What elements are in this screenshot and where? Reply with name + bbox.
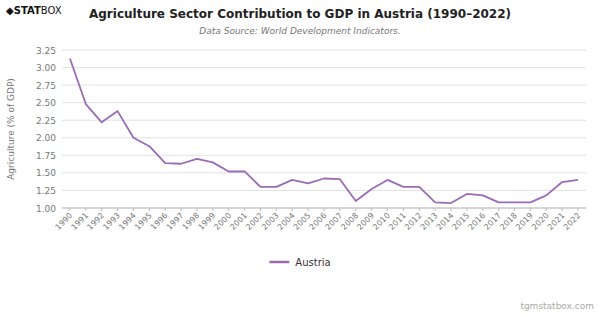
x-tick [466, 208, 467, 211]
x-tick [387, 208, 388, 211]
x-tick-label: 2004 [276, 211, 297, 232]
x-tick [498, 208, 499, 211]
grid-line [62, 85, 586, 86]
y-tick-label: 3.00 [36, 63, 56, 73]
title: Agriculture Sector Contribution to GDP i… [89, 7, 511, 21]
x-tick [244, 208, 245, 211]
x-tick [69, 208, 70, 211]
x-tick [212, 208, 213, 211]
chart: Agriculture Sector Contribution to GDP i… [0, 0, 600, 314]
grid-line [62, 120, 586, 121]
x-tick [292, 208, 293, 211]
plot-area [70, 58, 578, 203]
x-tick-label: 2020 [530, 211, 551, 232]
x-tick [196, 208, 197, 211]
x-tick-label: 2018 [498, 211, 519, 232]
x-tick [339, 208, 340, 211]
x-tick-label: 2022 [562, 211, 583, 232]
x-tick-label: 2021 [546, 211, 567, 232]
x-tick [308, 208, 309, 211]
legend-label: Austria [295, 257, 330, 268]
x-tick-label: 1991 [69, 211, 90, 232]
y-tick-label: 2.75 [36, 81, 56, 91]
x-tick-label: 2000 [212, 211, 233, 232]
y-tick-label: 3.25 [36, 46, 56, 56]
x-tick-label: 2007 [324, 211, 345, 232]
x-tick-label: 2005 [292, 211, 313, 232]
grid-line [62, 190, 586, 191]
x-tick-label: 2009 [355, 211, 376, 232]
x-tick-label: 2003 [260, 211, 281, 232]
y-tick-label: 1.75 [36, 151, 56, 161]
x-tick [355, 208, 356, 211]
x-tick-label: 2019 [514, 211, 535, 232]
x-tick-label: 1993 [101, 211, 122, 232]
y-tick-label: 2.00 [36, 133, 56, 143]
x-tick-label: 1990 [54, 211, 75, 232]
subtitle: Data Source: World Development Indicator… [199, 26, 400, 36]
x-tick-label: 1992 [85, 211, 106, 232]
logo-part: BOX [41, 5, 62, 16]
watermark: tgmstatbox.com [520, 301, 594, 311]
y-tick-label: 1.25 [36, 186, 56, 196]
logo-part: STAT [14, 5, 41, 16]
x-tick [260, 208, 261, 211]
x-tick [181, 208, 182, 211]
x-tick-label: 1994 [117, 211, 138, 232]
x-tick-label: 2013 [419, 211, 440, 232]
x-tick [435, 208, 436, 211]
x-tick-label: 2012 [403, 211, 424, 232]
x-tick-label: 2011 [387, 211, 408, 232]
x-tick-label: 1996 [149, 211, 170, 232]
x-tick-label: 1995 [133, 211, 154, 232]
x-tick [578, 208, 579, 211]
grid-line [62, 155, 586, 156]
x-tick [514, 208, 515, 211]
x-tick [546, 208, 547, 211]
x-tick [149, 208, 150, 211]
grid-line [62, 50, 586, 51]
grid-line [62, 102, 586, 103]
x-tick-label: 2001 [228, 211, 249, 232]
x-tick-label: 2017 [482, 211, 503, 232]
x-tick-label: 1998 [181, 211, 202, 232]
x-tick [133, 208, 134, 211]
y-tick-label: 1.00 [36, 204, 56, 214]
x-tick-label: 2014 [435, 211, 456, 232]
x-tick [419, 208, 420, 211]
x-tick [403, 208, 404, 211]
x-tick [562, 208, 563, 211]
y-tick-label: 2.25 [36, 116, 56, 126]
y-tick-label: 2.50 [36, 98, 56, 108]
x-tick [324, 208, 325, 211]
x-tick [165, 208, 166, 211]
x-tick [371, 208, 372, 211]
x-tick [101, 208, 102, 211]
line [70, 58, 578, 203]
y-axis-label: Agriculture (% of GDP) [6, 78, 16, 180]
x-tick [228, 208, 229, 211]
x-tick-label: 2008 [339, 211, 360, 232]
x-tick [276, 208, 277, 211]
x-tick-label: 1999 [197, 211, 218, 232]
x-tick [482, 208, 483, 211]
x-tick-label: 2016 [466, 211, 487, 232]
x-tick [530, 208, 531, 211]
x-tick [117, 208, 118, 211]
y-tick-label: 1.50 [36, 168, 56, 178]
grid-line [62, 137, 586, 138]
legend-item: Austria [269, 257, 330, 268]
x-tick-label: 2015 [451, 211, 472, 232]
x-tick [451, 208, 452, 211]
x-tick-label: 2002 [244, 211, 265, 232]
logo: ◆STATBOX [6, 5, 62, 16]
grid-line [62, 172, 586, 173]
x-tick [85, 208, 86, 211]
legend-swatch [269, 261, 289, 264]
x-tick-label: 1997 [165, 211, 186, 232]
grid-line [62, 67, 586, 68]
x-tick-label: 2010 [371, 211, 392, 232]
x-tick-label: 2006 [308, 211, 329, 232]
